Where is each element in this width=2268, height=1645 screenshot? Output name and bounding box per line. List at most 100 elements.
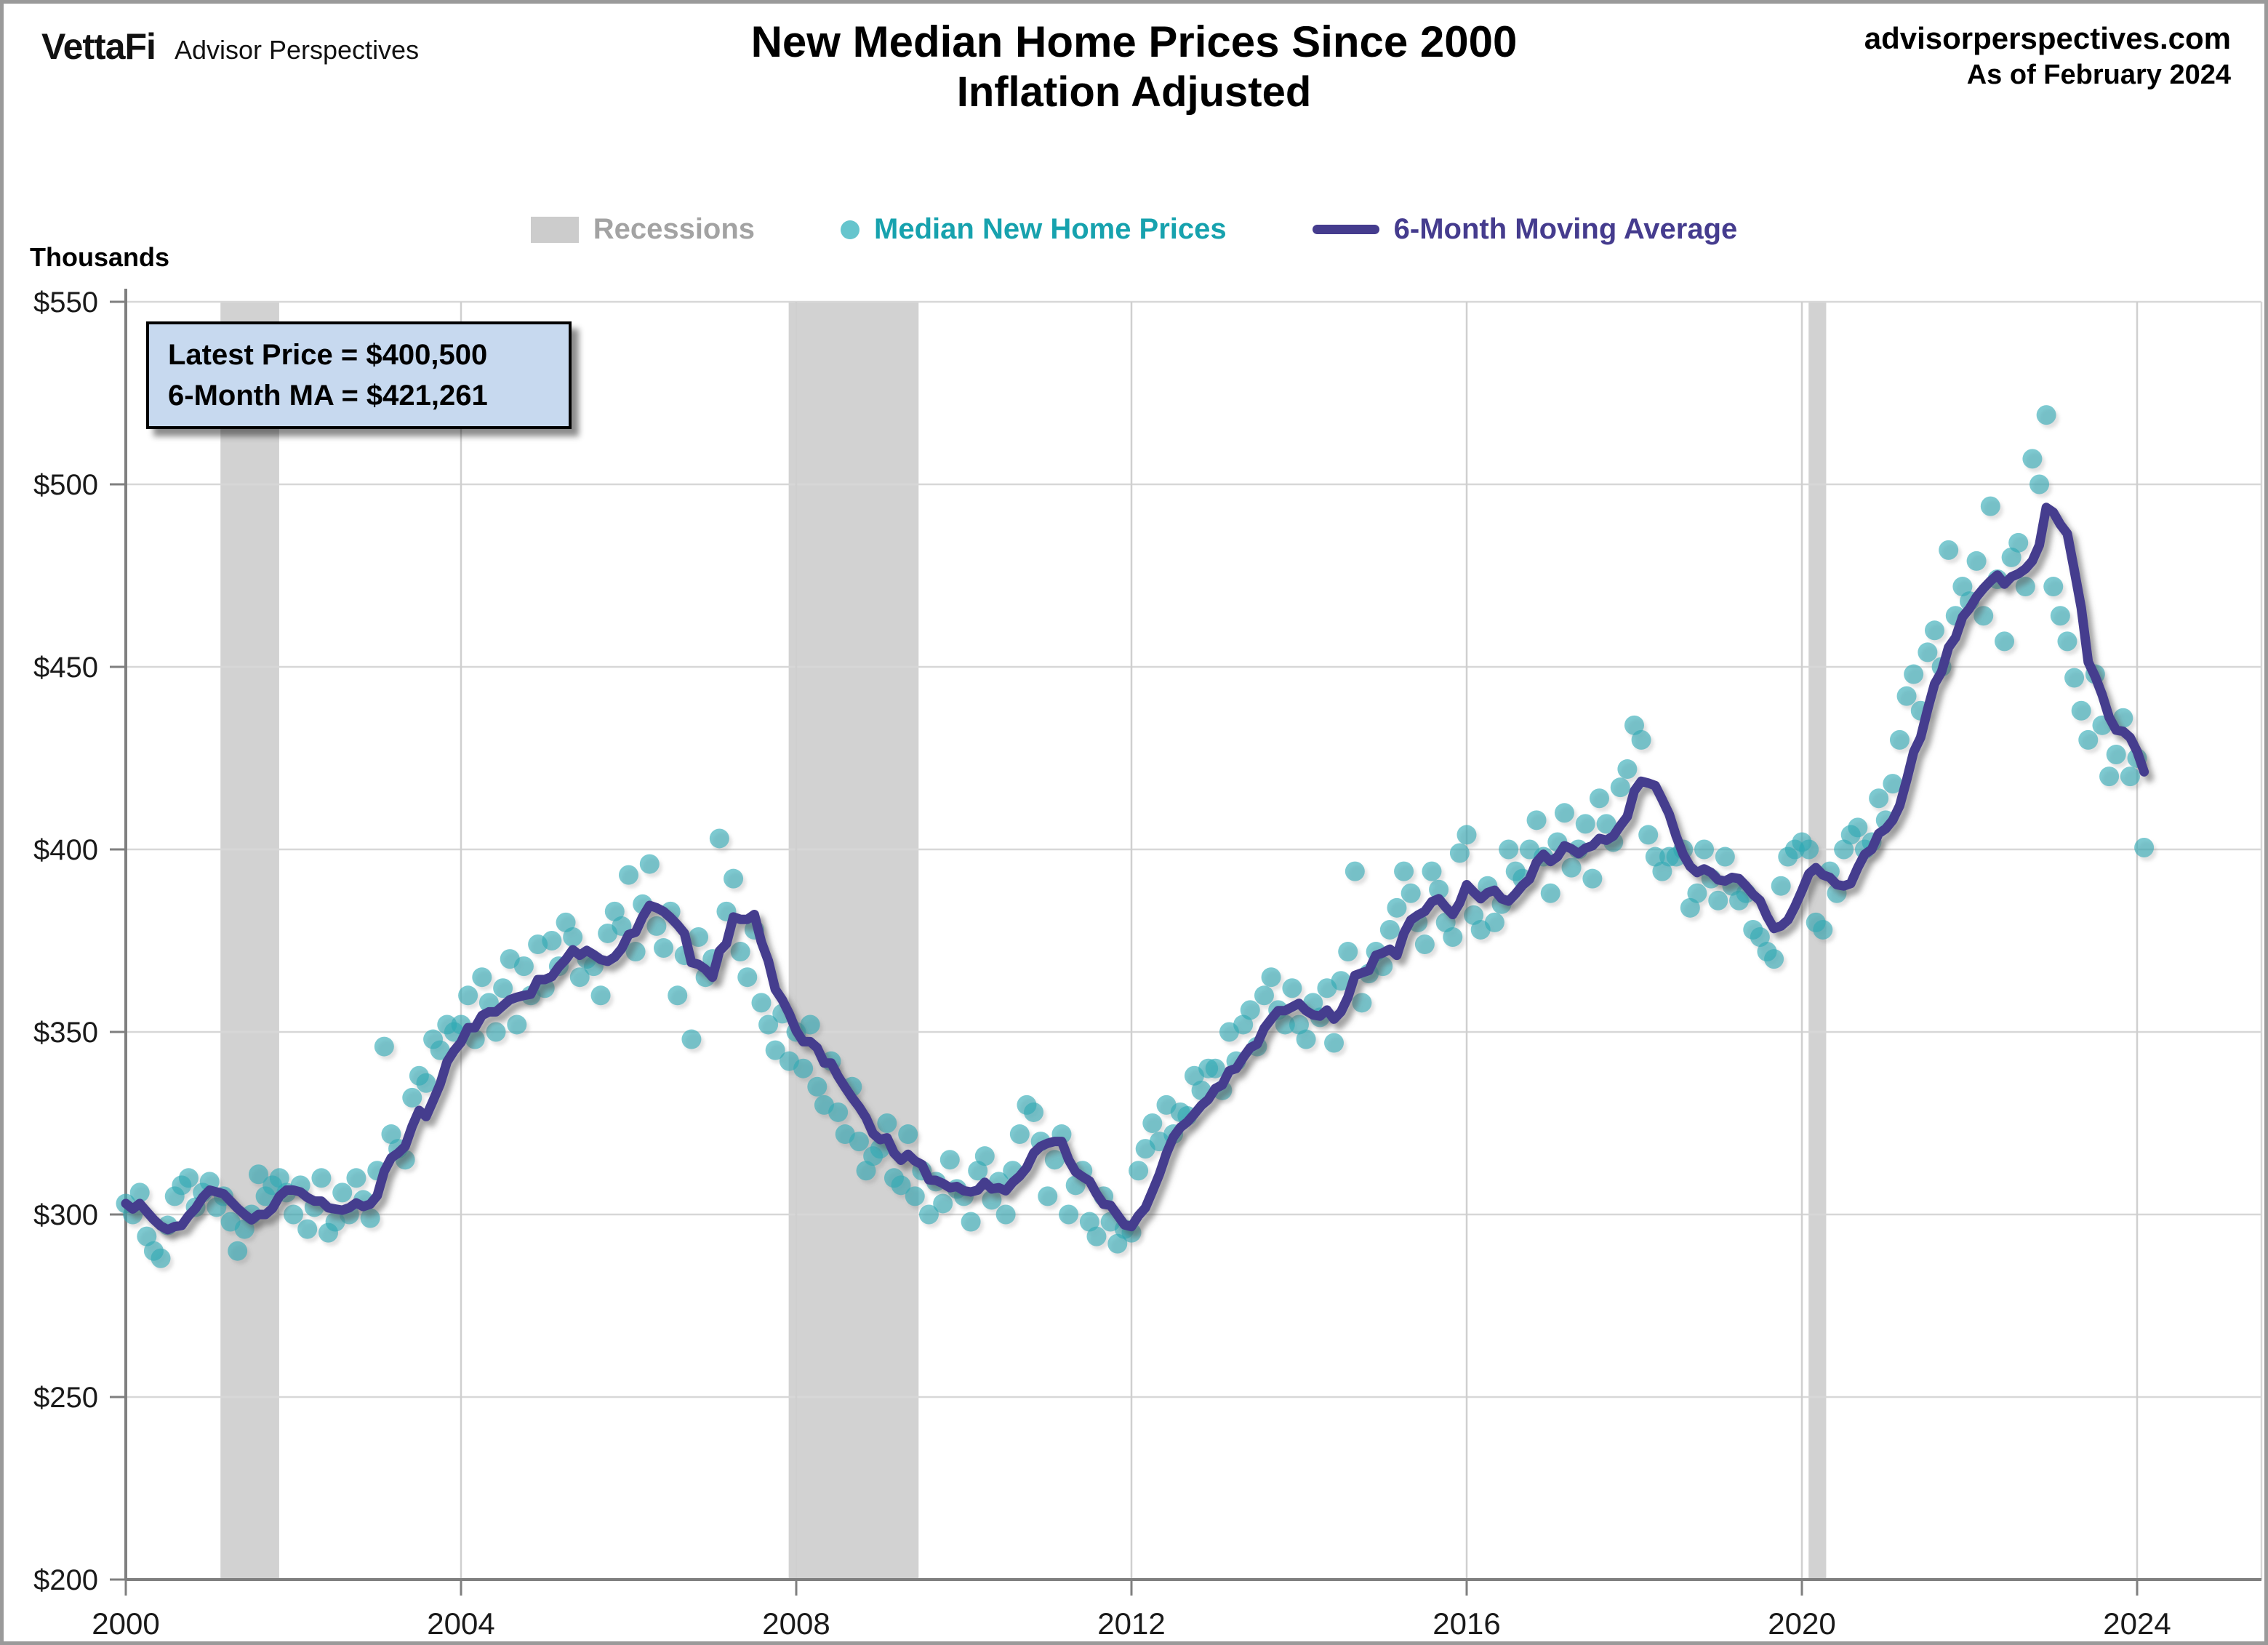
scatter-point [1596, 814, 1616, 834]
scatter-point [982, 1190, 1002, 1210]
scatter-point [751, 993, 772, 1013]
scatter-point [360, 1208, 380, 1228]
scatter-point [1952, 577, 1973, 597]
scatter-point [1009, 1124, 1030, 1145]
legend-label-median-prices: Median New Home Prices [874, 213, 1227, 245]
scatter-point [968, 1161, 988, 1181]
gridlines [126, 300, 2263, 1581]
scatter-point [1575, 814, 1595, 834]
scatter-point [1282, 978, 1302, 998]
scatter-point [458, 985, 478, 1006]
scatter-point [2113, 708, 2133, 728]
scatter-point [1429, 879, 1449, 900]
scatter-point [472, 967, 492, 988]
chart-title-line1: New Median Home Prices Since 2000 [750, 17, 1518, 66]
scatter-point [1540, 883, 1560, 903]
source-as-of: As of February 2024 [1966, 60, 2231, 90]
scatter-point [1652, 861, 1672, 881]
scatter-point [2015, 577, 2035, 597]
source-block: advisorperspectives.com As of February 2… [1864, 20, 2231, 92]
scatter-point [1715, 846, 1735, 867]
scatter-point [1771, 876, 1791, 896]
scatter-point [1289, 1014, 1309, 1035]
scatter-point [430, 1040, 450, 1060]
scatter-point [1889, 729, 1910, 750]
legend-item-median-prices: Median New Home Prices [841, 213, 1227, 246]
scatter-point [800, 1014, 820, 1035]
recession-swatch-icon [530, 216, 579, 243]
scatter-point [1038, 1186, 1058, 1206]
scatter-point [234, 1219, 255, 1239]
annotation-latest-price: Latest Price = $400,500 [168, 339, 488, 371]
x-tick-label: 2024 [2103, 1606, 2171, 1641]
scatter-point [269, 1168, 289, 1188]
scatter-point [1142, 1113, 1163, 1133]
scatter-point [1456, 825, 1477, 845]
scatter-point [1638, 825, 1659, 845]
scatter-point [918, 1204, 939, 1225]
scatter-point [619, 865, 638, 885]
scatter-point [1974, 606, 1994, 626]
line-swatch-icon [1312, 225, 1379, 234]
scatter-point [513, 956, 534, 977]
scatter-point [1813, 919, 1833, 940]
recession-band [788, 302, 919, 1580]
scatter-point [1939, 540, 1959, 560]
scatter-point [1449, 843, 1470, 863]
scatter-point [1352, 993, 1372, 1013]
y-tick-label: $250 [33, 1382, 98, 1414]
y-tick-label: $450 [33, 652, 98, 684]
source-site: advisorperspectives.com [1864, 21, 2231, 55]
scatter-point [1107, 1233, 1128, 1254]
scatter-series [116, 405, 2155, 1268]
scatter-point [1261, 967, 1281, 988]
scatter-point [507, 1014, 527, 1035]
scatter-point [1331, 971, 1351, 991]
scatter-point [556, 912, 576, 932]
scatter-point [297, 1219, 318, 1239]
scatter-point [2057, 631, 2077, 652]
scatter-point [856, 1161, 876, 1181]
scatter-point [137, 1226, 157, 1246]
scatter-point [793, 1058, 814, 1078]
annotation-latest-ma: 6-Month MA = $421,261 [168, 380, 488, 412]
recession-band [1808, 302, 1827, 1580]
scatter-point [974, 1146, 995, 1166]
scatter-point [639, 854, 660, 874]
scatter-point [2022, 449, 2043, 469]
y-tick-label: $300 [33, 1199, 98, 1231]
scatter-point [1680, 897, 1700, 918]
scatter-point [151, 1248, 171, 1268]
scatter-point [898, 1124, 918, 1145]
scatter-point [604, 901, 625, 921]
scatter-point [891, 1175, 911, 1196]
scatter-point [1345, 861, 1365, 881]
scatter-point [1394, 861, 1414, 881]
scatter-point [542, 931, 562, 950]
chart-title-line2: Inflation Adjusted [956, 68, 1312, 116]
y-tick-label: $400 [33, 834, 98, 866]
scatter-point [1904, 664, 1924, 684]
scatter-point [1924, 620, 1944, 641]
scatter-point [1233, 1014, 1254, 1035]
scatter-point [2064, 668, 2085, 688]
scatter-point [1387, 897, 1407, 918]
scatter-point [2001, 547, 2021, 567]
scatter-point [2029, 474, 2050, 495]
scatter-point [1275, 1014, 1295, 1035]
x-tick-label: 2008 [762, 1606, 830, 1641]
scatter-point [486, 1022, 506, 1042]
scatter-point [416, 1073, 436, 1093]
scatter-point [681, 1029, 702, 1049]
scatter-point [2050, 606, 2070, 626]
scatter-point [646, 916, 667, 936]
scatter-point [1589, 788, 1609, 809]
scatter-point [1869, 788, 1889, 809]
y-tick-label: $500 [33, 469, 98, 501]
scatter-point [2134, 837, 2155, 857]
chart-title: New Median Home Prices Since 2000 Inflat… [625, 17, 1643, 117]
y-tick-label: $550 [33, 287, 98, 319]
scatter-point [2043, 577, 2064, 597]
scatter-point [1645, 846, 1665, 867]
moving-average-series [121, 503, 2149, 1235]
